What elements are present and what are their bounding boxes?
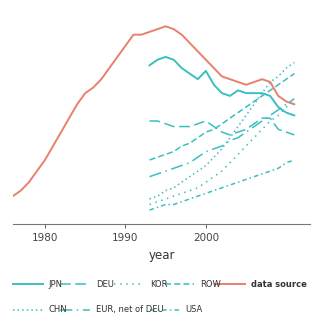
Text: JPN: JPN [49, 280, 62, 289]
X-axis label: year: year [148, 249, 175, 261]
Text: DEU: DEU [96, 280, 114, 289]
Text: USA: USA [185, 305, 203, 314]
Text: EUR, net of DEU: EUR, net of DEU [96, 305, 164, 314]
Text: ROW: ROW [200, 280, 221, 289]
Text: data source: data source [251, 280, 307, 289]
Text: KOR: KOR [150, 280, 167, 289]
Text: CHN: CHN [49, 305, 67, 314]
